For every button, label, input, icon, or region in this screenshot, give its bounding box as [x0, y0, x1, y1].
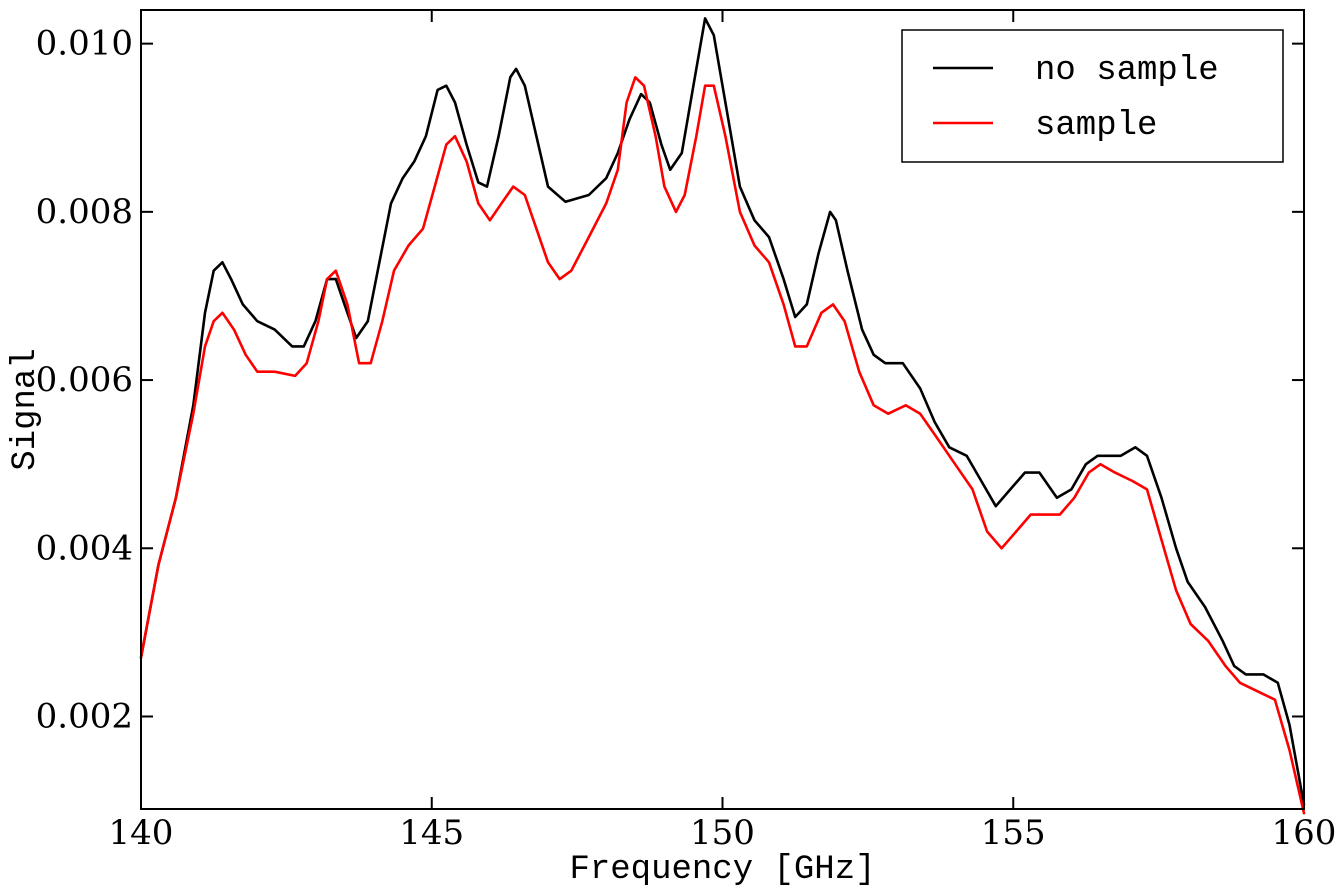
y-tick-label: 0.006 [36, 360, 133, 400]
x-axis-title: Frequency [GHz] [569, 851, 875, 889]
x-tick-label: 160 [1272, 813, 1337, 853]
legend-label: sample [1035, 107, 1157, 145]
legend-box [901, 29, 1284, 163]
y-axis-title: Signal [7, 348, 45, 470]
y-tick-label: 0.010 [36, 24, 133, 64]
y-axis-ticks: 0.002 0.004 0.006 0.008 0.010 [36, 24, 1304, 736]
y-tick-label: 0.002 [36, 696, 133, 736]
x-tick-label: 150 [690, 813, 755, 853]
legend-label: no sample [1035, 52, 1219, 90]
x-tick-label: 155 [981, 813, 1046, 853]
x-tick-label: 140 [109, 813, 174, 853]
series-line-no-sample [139, 17, 1306, 807]
series-layer [139, 17, 1306, 815]
plot-frame [140, 9, 1305, 810]
y-tick-label: 0.004 [36, 528, 133, 568]
series-line-sample [139, 76, 1306, 815]
y-tick-label: 0.008 [36, 192, 133, 232]
legend: no sample sample [901, 29, 1284, 163]
x-tick-label: 145 [399, 813, 464, 853]
x-axis-ticks: 140 145 150 155 160 [109, 10, 1337, 853]
